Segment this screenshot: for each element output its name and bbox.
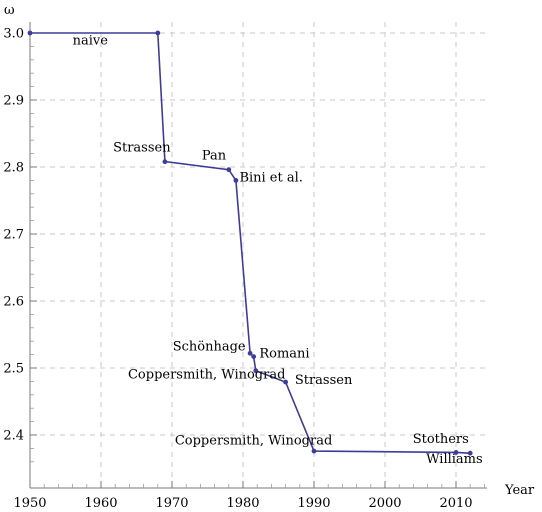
y-tick-label: 2.4 xyxy=(3,429,24,444)
point-annotation: naive xyxy=(73,33,109,48)
x-tick-label: 2000 xyxy=(368,496,401,511)
data-point xyxy=(251,354,257,360)
point-annotation: Coppersmith, Winograd xyxy=(175,433,332,448)
x-tick-label: 1980 xyxy=(226,496,259,511)
point-annotation: Coppersmith, Winograd xyxy=(128,368,285,383)
point-annotation: Pan xyxy=(202,149,227,164)
series-line xyxy=(30,32,471,454)
x-tick-label: 1990 xyxy=(297,496,330,511)
data-point xyxy=(27,30,33,36)
data-point xyxy=(233,178,239,183)
points xyxy=(27,30,473,456)
axes xyxy=(29,22,487,489)
data-point xyxy=(467,450,473,456)
point-annotation: Schönhage xyxy=(173,340,246,355)
data-point xyxy=(311,448,317,454)
data-point xyxy=(226,167,232,173)
x-tick-label: 1970 xyxy=(155,496,188,511)
point-annotation: Williams xyxy=(426,452,483,467)
y-axis-label: ω xyxy=(4,3,15,18)
point-annotation: Bini et al. xyxy=(239,171,302,186)
annotations: naive Strassen Pan Bini et al. Schönhage Roma… xyxy=(73,33,483,467)
data-point xyxy=(453,450,459,455)
x-tick-label: 1960 xyxy=(84,496,117,511)
series xyxy=(30,32,471,454)
x-tick-label: 1950 xyxy=(13,496,46,511)
y-tick-label: 3.0 xyxy=(3,27,24,42)
data-point xyxy=(283,379,288,385)
y-tick-label: 2.9 xyxy=(3,94,24,109)
data-point xyxy=(247,350,253,356)
data-point xyxy=(162,159,168,165)
point-annotation: Strassen xyxy=(113,141,171,156)
y-tick-label: 2.8 xyxy=(3,161,24,176)
point-annotation: Romani xyxy=(259,346,309,361)
point-annotation: Stothers xyxy=(413,432,469,447)
y-tick-label: 2.5 xyxy=(3,362,24,377)
data-point xyxy=(155,30,161,36)
point-annotation: Strassen xyxy=(295,373,353,388)
x-tick-label: 2010 xyxy=(439,496,472,511)
x-axis-label: Year xyxy=(504,483,535,498)
y-tick-label: 2.7 xyxy=(3,228,24,243)
gridlines xyxy=(30,22,487,488)
data-point xyxy=(253,368,259,374)
y-tick-label: 2.6 xyxy=(3,295,24,310)
ticks: 1950 1960 1970 1980 1990 2000 2010 2.4 2.5 2.6 2.7… xyxy=(3,27,485,511)
